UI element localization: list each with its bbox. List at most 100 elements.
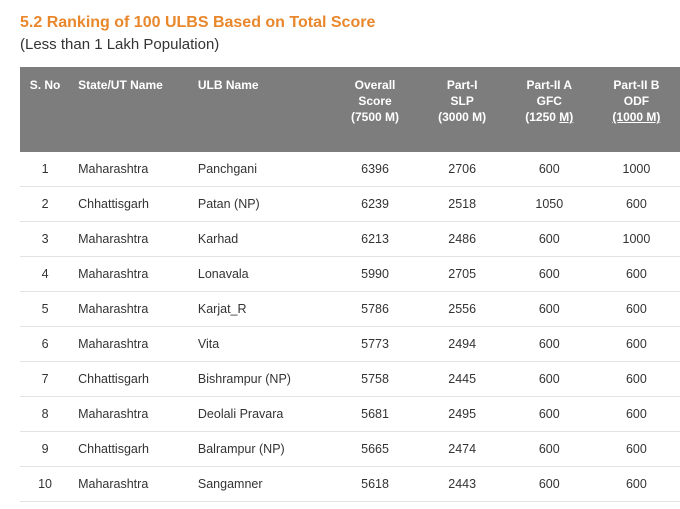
cell-state: Maharashtra [70, 256, 190, 291]
cell-part1: 2556 [419, 291, 506, 326]
cell-part1: 2495 [419, 396, 506, 431]
col-label: SLP [450, 94, 473, 108]
cell-state: Maharashtra [70, 152, 190, 187]
table-row: 1MaharashtraPanchgani639627066001000 [20, 152, 680, 187]
cell-ulb: Panchgani [190, 152, 332, 187]
col-overall: Overall Score (7500 M) [331, 67, 418, 152]
table-body: 1MaharashtraPanchgani6396270660010002Chh… [20, 152, 680, 502]
cell-overall: 5773 [331, 326, 418, 361]
cell-sno: 10 [20, 466, 70, 501]
section-subtitle: (Less than 1 Lakh Population) [20, 36, 680, 53]
cell-overall: 5786 [331, 291, 418, 326]
table-row: 10MaharashtraSangamner56182443600600 [20, 466, 680, 501]
cell-sno: 7 [20, 361, 70, 396]
cell-part2a: 600 [506, 431, 593, 466]
cell-part2b: 600 [593, 431, 680, 466]
col-label: (1250 [525, 110, 559, 124]
cell-state: Chhattisgarh [70, 186, 190, 221]
col-part2b: Part-II B ODF (1000 M) [593, 67, 680, 152]
cell-part2b: 600 [593, 396, 680, 431]
cell-sno: 5 [20, 291, 70, 326]
cell-overall: 5618 [331, 466, 418, 501]
table-row: 4MaharashtraLonavala59902705600600 [20, 256, 680, 291]
cell-part2b: 600 [593, 466, 680, 501]
table-row: 6MaharashtraVita57732494600600 [20, 326, 680, 361]
col-label: Part-II A [527, 78, 573, 92]
cell-sno: 4 [20, 256, 70, 291]
cell-state: Maharashtra [70, 291, 190, 326]
cell-sno: 1 [20, 152, 70, 187]
cell-part2a: 600 [506, 396, 593, 431]
cell-part2a: 600 [506, 221, 593, 256]
cell-ulb: Bishrampur (NP) [190, 361, 332, 396]
cell-part2a: 600 [506, 326, 593, 361]
cell-overall: 5681 [331, 396, 418, 431]
table-row: 3MaharashtraKarhad621324866001000 [20, 221, 680, 256]
cell-part1: 2706 [419, 152, 506, 187]
col-label: M) [559, 110, 573, 124]
col-label: (3000 M) [438, 110, 486, 124]
cell-ulb: Sangamner [190, 466, 332, 501]
cell-part2b: 1000 [593, 221, 680, 256]
cell-part1: 2494 [419, 326, 506, 361]
col-state: State/UT Name [70, 67, 190, 152]
cell-ulb: Karjat_R [190, 291, 332, 326]
table-row: 8MaharashtraDeolali Pravara5681249560060… [20, 396, 680, 431]
cell-state: Maharashtra [70, 396, 190, 431]
cell-part2b: 600 [593, 326, 680, 361]
cell-ulb: Deolali Pravara [190, 396, 332, 431]
cell-part1: 2445 [419, 361, 506, 396]
cell-state: Maharashtra [70, 466, 190, 501]
cell-overall: 5665 [331, 431, 418, 466]
cell-part2a: 600 [506, 152, 593, 187]
cell-part1: 2518 [419, 186, 506, 221]
cell-overall: 6396 [331, 152, 418, 187]
cell-part2b: 600 [593, 291, 680, 326]
col-label: Score [358, 94, 391, 108]
col-label: Part-II B [613, 78, 659, 92]
cell-ulb: Vita [190, 326, 332, 361]
cell-part2b: 1000 [593, 152, 680, 187]
col-label: ODF [624, 94, 649, 108]
cell-sno: 9 [20, 431, 70, 466]
col-label: Part-I [447, 78, 478, 92]
cell-part2b: 600 [593, 186, 680, 221]
col-sno: S. No [20, 67, 70, 152]
cell-part1: 2474 [419, 431, 506, 466]
cell-part2a: 600 [506, 361, 593, 396]
cell-part2b: 600 [593, 361, 680, 396]
cell-overall: 5758 [331, 361, 418, 396]
table-row: 7ChhattisgarhBishrampur (NP)575824456006… [20, 361, 680, 396]
cell-part2a: 1050 [506, 186, 593, 221]
cell-part2b: 600 [593, 256, 680, 291]
cell-part2a: 600 [506, 256, 593, 291]
table-row: 9ChhattisgarhBalrampur (NP)5665247460060… [20, 431, 680, 466]
cell-sno: 2 [20, 186, 70, 221]
cell-overall: 6239 [331, 186, 418, 221]
cell-part1: 2486 [419, 221, 506, 256]
cell-sno: 3 [20, 221, 70, 256]
cell-part1: 2443 [419, 466, 506, 501]
cell-state: Maharashtra [70, 326, 190, 361]
cell-part1: 2705 [419, 256, 506, 291]
cell-overall: 6213 [331, 221, 418, 256]
section-title: 5.2 Ranking of 100 ULBS Based on Total S… [20, 14, 680, 32]
table-header: S. No State/UT Name ULB Name Overall Sco… [20, 67, 680, 152]
cell-ulb: Balrampur (NP) [190, 431, 332, 466]
cell-part2a: 600 [506, 291, 593, 326]
table-row: 2ChhattisgarhPatan (NP)623925181050600 [20, 186, 680, 221]
col-ulb: ULB Name [190, 67, 332, 152]
cell-ulb: Patan (NP) [190, 186, 332, 221]
col-label: (1000 M) [612, 110, 660, 124]
table-row: 5MaharashtraKarjat_R57862556600600 [20, 291, 680, 326]
cell-overall: 5990 [331, 256, 418, 291]
col-label: GFC [537, 94, 562, 108]
report-section: 5.2 Ranking of 100 ULBS Based on Total S… [0, 0, 680, 502]
cell-state: Chhattisgarh [70, 361, 190, 396]
cell-state: Chhattisgarh [70, 431, 190, 466]
col-label: (7500 M) [351, 110, 399, 124]
col-label: Overall [355, 78, 396, 92]
cell-state: Maharashtra [70, 221, 190, 256]
cell-part2a: 600 [506, 466, 593, 501]
cell-ulb: Karhad [190, 221, 332, 256]
